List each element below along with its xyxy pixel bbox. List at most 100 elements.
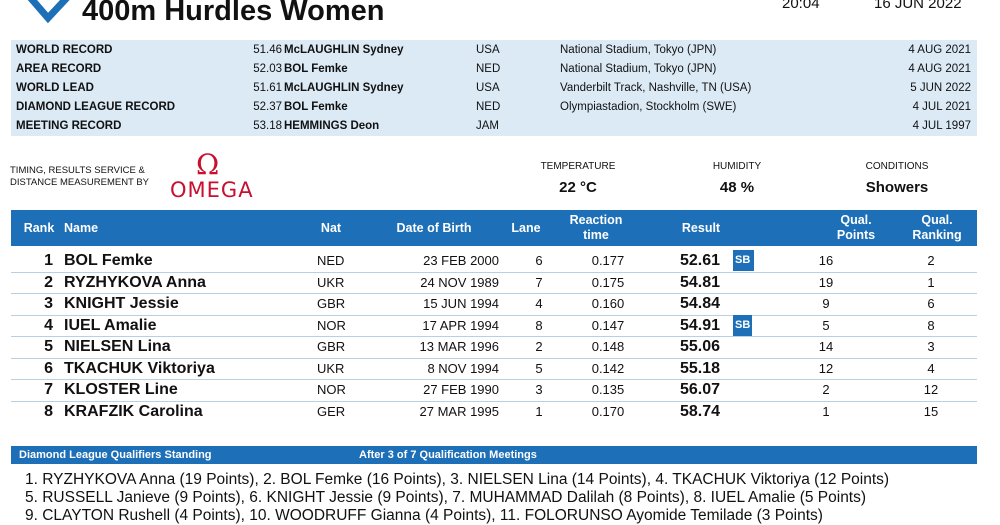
- results-table-header: Rank Name Nat Date of Birth Lane Reactio…: [11, 210, 977, 246]
- timing-credit: TIMING, RESULTS SERVICE & DISTANCE MEASU…: [10, 165, 160, 189]
- athlete-reaction: 0.148: [591, 339, 625, 354]
- record-athlete: McLAUGHLIN Sydney: [284, 82, 404, 94]
- athlete-reaction: 0.147: [591, 317, 625, 333]
- record-mark: 51.46: [253, 44, 282, 56]
- event-time: 20:04: [782, 0, 820, 12]
- record-row-world: WORLD RECORD 51.46 McLAUGHLIN Sydney USA…: [11, 41, 977, 60]
- athlete-qual-rank: 3: [927, 339, 935, 354]
- athlete-reaction: 0.175: [591, 274, 625, 290]
- athlete-qual-points: 14: [818, 339, 834, 354]
- record-mark: 52.37: [253, 101, 282, 113]
- record-date: 4 JUL 1997: [912, 120, 971, 132]
- col-reaction-line-2: time: [583, 228, 609, 242]
- record-badge: SB: [733, 314, 753, 336]
- athlete-name: IUEL Amalie: [64, 316, 157, 334]
- athlete-rank: 7: [44, 381, 53, 398]
- athlete-qual-rank: 1: [927, 274, 935, 290]
- athlete-name: RYZHYKOVA Anna: [64, 273, 206, 291]
- conditions-value: Showers: [865, 179, 929, 196]
- athlete-lane: 3: [535, 382, 543, 397]
- timing-credit-line-2: DISTANCE MEASUREMENT BY: [10, 177, 150, 188]
- conditions-label: CONDITIONS: [865, 161, 929, 172]
- athlete-result: 54.91: [679, 316, 720, 334]
- athlete-rank: 6: [44, 359, 53, 377]
- athlete-result: 54.81: [679, 273, 720, 291]
- athlete-qual-points: 9: [822, 296, 830, 311]
- athlete-lane: 2: [535, 339, 543, 354]
- record-label: MEETING RECORD: [16, 120, 122, 132]
- record-venue: National Stadium, Tokyo (JPN): [560, 63, 717, 75]
- athlete-lane: 8: [535, 317, 543, 333]
- table-row: 4 IUEL Amalie NOR 17 APR 1994 8 0.147 54…: [11, 314, 977, 337]
- athlete-lane: 6: [535, 253, 543, 268]
- table-row: 3 KNIGHT Jessie GBR 15 JUN 1994 4 0.160 …: [11, 293, 977, 316]
- record-athlete: McLAUGHLIN Sydney: [284, 44, 404, 56]
- qualifiers-line-2: 5. RUSSELL Janieve (9 Points), 6. KNIGHT…: [25, 489, 867, 506]
- col-name: Name: [64, 221, 99, 235]
- omega-wordmark: OMEGA: [170, 178, 254, 202]
- athlete-dob: 13 MAR 1996: [419, 339, 500, 354]
- col-result: Result: [681, 221, 721, 235]
- athlete-qual-rank: 6: [927, 296, 935, 311]
- record-nat: USA: [476, 82, 500, 94]
- col-reaction: Reaction time: [561, 213, 631, 243]
- athlete-qual-points: 5: [822, 317, 830, 333]
- athlete-qual-rank: 2: [927, 253, 935, 268]
- athlete-name: KNIGHT Jessie: [64, 295, 179, 312]
- record-nat: NED: [476, 101, 501, 113]
- record-mark: 53.18: [253, 120, 282, 132]
- athlete-qual-points: 12: [818, 360, 834, 376]
- record-nat: NED: [476, 63, 501, 75]
- athlete-result: 56.07: [679, 381, 720, 398]
- event-date: 16 JUN 2022: [874, 0, 962, 12]
- athlete-nat: NOR: [317, 317, 346, 333]
- col-qual-points-line-1: Qual.: [840, 213, 872, 227]
- qualifiers-title: Diamond League Qualifiers Standing: [19, 449, 212, 461]
- record-athlete: BOL Femke: [284, 63, 348, 75]
- athlete-lane: 5: [535, 360, 543, 376]
- athlete-result: 52.61: [679, 252, 720, 269]
- athlete-dob: 27 MAR 1995: [419, 403, 500, 419]
- athlete-dob: 24 NOV 1989: [420, 274, 499, 290]
- record-row-world-lead: WORLD LEAD 51.61 McLAUGHLIN Sydney USA V…: [11, 79, 977, 98]
- diamond-league-logo-icon: [27, 0, 70, 24]
- athlete-qual-rank: 4: [927, 360, 935, 376]
- table-row: 1 BOL Femke NED 23 FEB 2000 6 0.177 52.6…: [11, 250, 977, 273]
- athlete-name: KLOSTER Line: [64, 381, 178, 398]
- record-date: 4 JUL 2021: [912, 101, 971, 113]
- athlete-qual-points: 19: [818, 274, 834, 290]
- record-badge: SB: [733, 250, 753, 271]
- athlete-name: BOL Femke: [64, 252, 153, 269]
- col-qual-points: Qual. Points: [826, 213, 886, 243]
- record-row-area: AREA RECORD 52.03 BOL Femke NED National…: [11, 60, 977, 79]
- col-qual-ranking: Qual. Ranking: [902, 213, 972, 243]
- records-panel: WORLD RECORD 51.46 McLAUGHLIN Sydney USA…: [11, 40, 977, 136]
- record-date: 4 AUG 2021: [908, 63, 971, 75]
- athlete-rank: 8: [44, 402, 53, 420]
- col-dob: Date of Birth: [396, 221, 472, 235]
- athlete-reaction: 0.135: [591, 382, 625, 397]
- table-row: 5 NIELSEN Lina GBR 13 MAR 1996 2 0.148 5…: [11, 336, 977, 359]
- athlete-qual-points: 2: [822, 382, 830, 397]
- table-row: 6 TKACHUK Viktoriya UKR 8 NOV 1994 5 0.1…: [11, 358, 977, 380]
- temperature-label: TEMPERATURE: [540, 161, 616, 172]
- athlete-lane: 1: [535, 403, 543, 419]
- qualifiers-line-1: 1. RYZHYKOVA Anna (19 Points), 2. BOL Fe…: [25, 471, 890, 488]
- athlete-nat: GBR: [317, 339, 346, 354]
- col-nat: Nat: [320, 221, 342, 235]
- athlete-reaction: 0.142: [591, 360, 625, 376]
- record-row-meeting: MEETING RECORD 53.18 HEMMINGS Deon JAM 4…: [11, 117, 977, 136]
- qualifiers-subtitle: After 3 of 7 Qualification Meetings: [359, 449, 537, 461]
- athlete-qual-points: 16: [818, 253, 834, 268]
- athlete-nat: UKR: [317, 360, 345, 376]
- col-qual-points-line-2: Points: [836, 228, 876, 242]
- table-row: 2 RYZHYKOVA Anna UKR 24 NOV 1989 7 0.175…: [11, 272, 977, 294]
- athlete-rank: 2: [44, 273, 53, 291]
- col-reaction-line-1: Reaction: [569, 213, 623, 227]
- record-nat: JAM: [476, 120, 499, 132]
- athlete-nat: GBR: [317, 296, 346, 311]
- qualifiers-header: Diamond League Qualifiers Standing After…: [11, 446, 977, 464]
- record-nat: USA: [476, 44, 500, 56]
- col-rank: Rank: [23, 221, 55, 235]
- record-athlete: BOL Femke: [284, 101, 348, 113]
